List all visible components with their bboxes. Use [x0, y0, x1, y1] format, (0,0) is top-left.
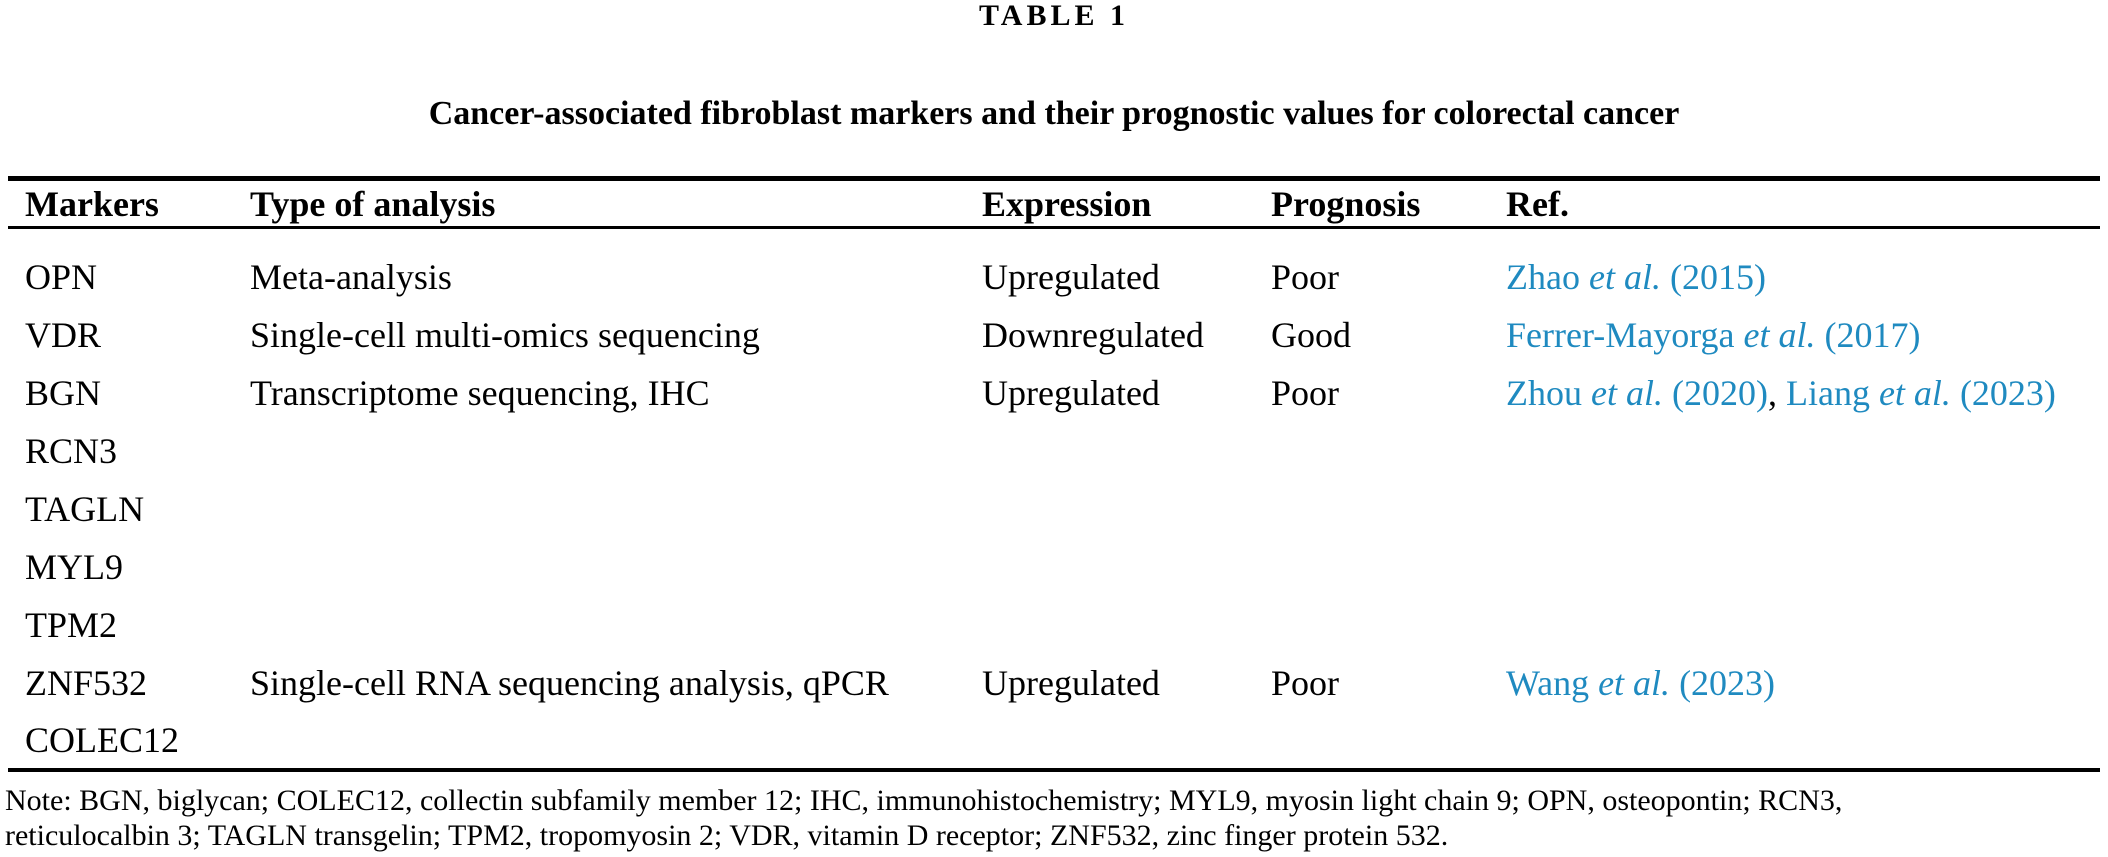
table-note: Note: BGN, biglycan; COLEC12, collectin … — [5, 783, 2105, 853]
expression-cell: Upregulated — [982, 372, 1160, 413]
prognosis-cell: Poor — [1271, 372, 1340, 413]
prognosis-cell — [1271, 422, 1506, 480]
table-header: Markers Type of analysis Expression Prog… — [8, 179, 2100, 228]
table-caption: Cancer-associated fibroblast markers and… — [428, 95, 1680, 132]
ref-cell: Zhou et al. (2020), Liang et al. (2023) — [1506, 364, 2100, 422]
expression-cell — [982, 596, 1271, 654]
table-row: BGN Transcriptome sequencing, IHC Upregula… — [8, 364, 2100, 422]
marker-cell: VDR — [25, 314, 102, 355]
prognosis-cell — [1271, 480, 1506, 538]
column-header-markers: Markers — [25, 183, 159, 224]
ref-cell — [1506, 480, 2100, 538]
ref-cell — [1506, 422, 2100, 480]
marker-cell: COLEC12 — [25, 719, 180, 760]
reference-link[interactable]: (2017) — [1815, 314, 1921, 355]
expression-cell — [982, 422, 1271, 480]
marker-cell: TPM2 — [25, 604, 118, 645]
table-body: OPN Meta-analysis Upregulated Poor Zhao et a… — [8, 228, 2100, 770]
markers-table: Markers Type of analysis Expression Prog… — [8, 176, 2100, 772]
table-row: VDR Single-cell multi-omics sequencing Dow… — [8, 306, 2100, 364]
marker-cell: ZNF532 — [25, 662, 148, 703]
expression-cell — [982, 712, 1271, 770]
ref-cell — [1506, 596, 2100, 654]
marker-cell: MYL9 — [25, 546, 123, 587]
analysis-cell — [250, 538, 982, 596]
reference-link[interactable]: (2023) — [1950, 372, 2056, 413]
expression-cell: Upregulated — [982, 257, 1160, 298]
ref-cell: Zhao et al. (2015) — [1506, 228, 2100, 306]
reference-link[interactable]: Ferrer-Mayorga — [1506, 314, 1744, 355]
table-row: RCN3 — [8, 422, 2100, 480]
reference-link[interactable]: et al. — [1743, 314, 1816, 355]
expression-cell: Upregulated — [982, 662, 1160, 703]
ref-cell: Wang et al. (2023) — [1506, 654, 2100, 712]
column-header-prognosis: Prognosis — [1271, 183, 1421, 224]
analysis-cell — [250, 422, 982, 480]
ref-cell — [1506, 712, 2100, 770]
reference-link[interactable]: (2020) — [1662, 372, 1768, 413]
prognosis-cell — [1271, 596, 1506, 654]
expression-cell: Downregulated — [982, 314, 1204, 355]
marker-cell: BGN — [25, 372, 102, 413]
analysis-cell: Transcriptome sequencing, IHC — [250, 372, 710, 413]
prognosis-cell — [1271, 538, 1506, 596]
prognosis-cell: Poor — [1271, 662, 1340, 703]
column-header-expression: Expression — [982, 183, 1152, 224]
ref-cell: Ferrer-Mayorga et al. (2017) — [1506, 306, 2100, 364]
reference-link[interactable]: (2015) — [1660, 257, 1766, 298]
analysis-cell: Single-cell RNA sequencing analysis, qPC… — [250, 662, 889, 703]
reference-link[interactable]: Liang — [1785, 372, 1879, 413]
reference-link[interactable]: Zhao — [1506, 257, 1589, 298]
reference-link[interactable]: et al. — [1588, 257, 1661, 298]
table-row: COLEC12 — [8, 712, 2100, 770]
table-row: TAGLN — [8, 480, 2100, 538]
prognosis-cell: Good — [1271, 314, 1351, 355]
analysis-cell — [250, 712, 982, 770]
table-row: OPN Meta-analysis Upregulated Poor Zhao et a… — [8, 228, 2100, 306]
prognosis-cell: Poor — [1271, 257, 1340, 298]
analysis-cell: Single-cell multi-omics sequencing — [250, 314, 760, 355]
reference-link[interactable]: et al. — [1878, 372, 1951, 413]
column-header-analysis: Type of analysis — [250, 183, 496, 224]
table-label: TABLE 1 — [979, 0, 1129, 32]
reference-link[interactable]: et al. — [1591, 372, 1663, 413]
expression-cell — [982, 538, 1271, 596]
header-row: Markers Type of analysis Expression Prog… — [8, 179, 2100, 228]
analysis-cell — [250, 480, 982, 538]
prognosis-cell — [1271, 712, 1506, 770]
table-row: ZNF532 Single-cell RNA sequencing analysi… — [8, 654, 2100, 712]
analysis-cell: Meta-analysis — [250, 257, 452, 298]
table-row: TPM2 — [8, 596, 2100, 654]
reference-link[interactable]: et al. — [1598, 662, 1671, 703]
marker-cell: RCN3 — [25, 430, 118, 471]
reference-link[interactable]: Wang — [1506, 662, 1599, 703]
note-line-1: Note: BGN, biglycan; COLEC12, collectin … — [5, 784, 1843, 817]
ref-separator: , — [1767, 372, 1786, 413]
table-row: MYL9 — [8, 538, 2100, 596]
marker-cell: OPN — [25, 257, 98, 298]
reference-link[interactable]: Zhou — [1506, 372, 1591, 413]
reference-link[interactable]: (2023) — [1670, 662, 1776, 703]
ref-cell — [1506, 538, 2100, 596]
expression-cell — [982, 480, 1271, 538]
analysis-cell — [250, 596, 982, 654]
note-line-2: reticulocalbin 3; TAGLN transgelin; TPM2… — [5, 819, 1449, 852]
column-header-ref: Ref. — [1506, 183, 1569, 224]
marker-cell: TAGLN — [25, 488, 145, 529]
